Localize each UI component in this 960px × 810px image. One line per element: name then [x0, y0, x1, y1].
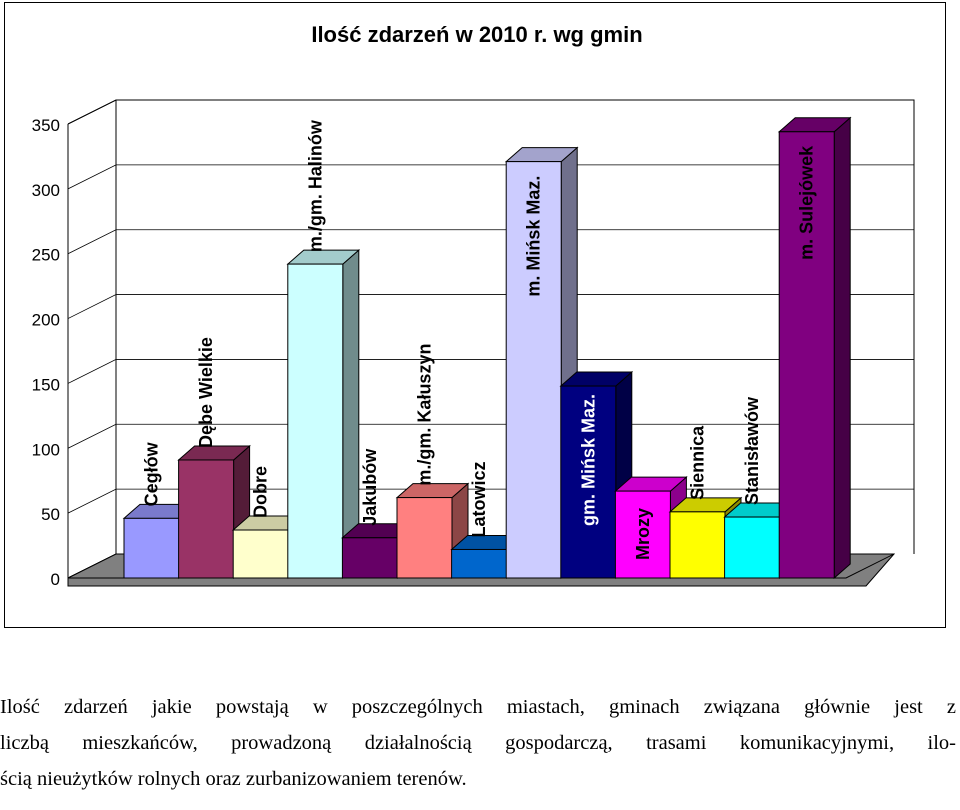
chart-title: Ilość zdarzeń w 2010 r. wg gmin: [311, 22, 642, 47]
category-label: m. Sulejówek: [797, 145, 817, 260]
bar-front: [778, 131, 835, 579]
y-tick-label: 50: [41, 505, 60, 524]
y-tick-label: 100: [32, 440, 60, 459]
bar-front: [724, 516, 781, 579]
bar-front: [123, 517, 180, 579]
category-label: Dobre: [251, 466, 271, 518]
category-label: Cegłów: [142, 441, 162, 506]
gridline: [67, 164, 914, 190]
category-label: Dębe Wielkie: [196, 337, 216, 448]
y-tick-label: 200: [32, 311, 60, 330]
bar-front: [614, 490, 671, 579]
category-label: Jakubów: [360, 448, 380, 526]
category-label: Stanisławów: [742, 396, 762, 505]
y-tick-label: 0: [51, 570, 60, 589]
category-label: Siennica: [688, 425, 708, 500]
category-label: m./gm. Halinów: [305, 119, 325, 252]
caption-line: Ilość zdarzeń jakie powstają w poszczegó…: [0, 696, 956, 718]
bar-front: [451, 548, 508, 579]
y-tick-label: 300: [32, 181, 60, 200]
grid: [67, 99, 915, 578]
bar: gm. Mińsk Maz.: [559, 370, 634, 580]
bar-front: [178, 459, 235, 579]
category-label: gm. Mińsk Maz.: [578, 394, 598, 526]
gridline: [67, 359, 914, 384]
bar-front: [669, 511, 726, 579]
bar: m./gm. Halinów: [286, 119, 361, 580]
bars: Cegłów Dębe Wielkie Dobre m./gm. Halinów Jak…: [122, 116, 852, 580]
bar-side: [833, 116, 851, 580]
category-label: m./gm. Kałuszyn: [415, 344, 435, 486]
bar-front: [505, 161, 562, 579]
category-label: Latowicz: [469, 461, 489, 537]
gridline: [67, 423, 914, 449]
gridline: [67, 229, 914, 255]
bar-chart: Ilość zdarzeń w 2010 r. wg gmin 0 50 100 15…: [32, 22, 915, 589]
y-tick-label: 350: [32, 116, 60, 135]
caption-line: liczbą mieszkańców, prowadzoną działalno…: [0, 732, 956, 754]
bar-front: [341, 537, 398, 579]
y-tick-label: 250: [32, 246, 60, 265]
bar-front: [396, 497, 453, 579]
y-tick-label: 150: [32, 375, 60, 394]
caption-line: ścią nieużytków rolnych oraz zurbanizowa…: [0, 768, 467, 790]
gridline: [67, 294, 914, 319]
bar-front: [560, 385, 617, 579]
gridline: [67, 99, 914, 125]
category-label: Mrozy: [633, 508, 653, 560]
caption-paragraph: Ilość zdarzeń jakie powstają w poszczegó…: [0, 689, 956, 797]
y-axis: 0 50 100 150 200 250 300 350: [32, 116, 60, 589]
category-label: m. Mińsk Maz.: [524, 176, 544, 297]
bar-front: [287, 263, 344, 579]
bar: m. Sulejówek: [777, 116, 852, 580]
bar-front: [232, 529, 289, 579]
bar: m./gm. Kałuszyn: [395, 344, 470, 580]
